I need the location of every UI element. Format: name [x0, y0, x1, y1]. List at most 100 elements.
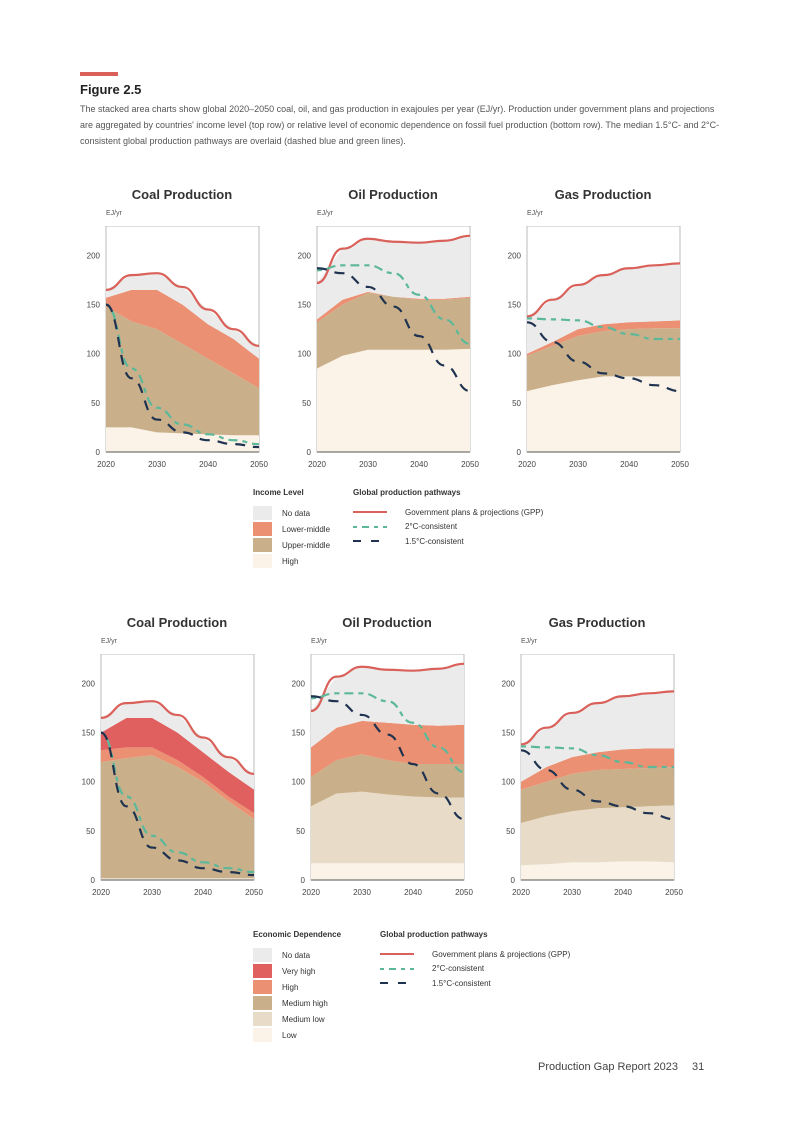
area-layer-high: [101, 747, 254, 820]
y-tick-label: 0: [96, 448, 101, 457]
y-axis-unit: EJ/yr: [527, 210, 543, 217]
y-tick-label: 100: [292, 778, 306, 787]
figure-caption: The stacked area charts show global 2020…: [80, 104, 720, 146]
stacked-area-chart: 0 50 100 150 200 2020 2030 2040 2050: [502, 654, 683, 897]
chart-title: Oil Production: [342, 615, 432, 630]
x-tick-label: 2050: [461, 460, 479, 469]
y-tick-label: 0: [91, 876, 96, 885]
x-tick-label: 2040: [410, 460, 428, 469]
y-axis-unit: EJ/yr: [311, 638, 327, 645]
y-tick-label: 150: [292, 729, 306, 738]
dependence-legend: Economic Dependence No data Very high Hi…: [253, 930, 341, 1043]
y-axis-unit: EJ/yr: [317, 210, 333, 217]
1-5c-pathway-line: [526, 321, 681, 393]
y-tick-label: 100: [502, 778, 516, 787]
x-tick-label: 2020: [518, 460, 536, 469]
x-tick-label: 2040: [620, 460, 638, 469]
stacked-area-chart: 0 50 100 150 200 2020 2030 2040 2050: [82, 654, 263, 897]
x-tick-label: 2020: [308, 460, 326, 469]
x-tick-label: 2040: [614, 888, 632, 897]
y-tick-label: 50: [506, 827, 515, 836]
area-layer-no-data: [311, 663, 464, 748]
1-5c-pathway-line: [310, 695, 465, 821]
2c-pathway-line: [526, 317, 680, 341]
legend-item: 1.5°C-consistent: [432, 978, 491, 988]
2c-pathway-line: [316, 264, 471, 346]
area-layer-medium-high: [311, 754, 464, 807]
y-tick-label: 0: [307, 448, 312, 457]
stacked-area-chart: 0 50 100 150 200 2020 2030 2040 2050: [298, 226, 479, 469]
area-layer-no-data: [527, 263, 680, 354]
x-tick-label: 2030: [563, 888, 581, 897]
gpp-line: [105, 272, 260, 347]
x-tick-label: 2030: [569, 460, 587, 469]
gpp-line: [526, 262, 681, 318]
legend-title: Income Level: [253, 488, 304, 497]
area-layer-lower-middle: [317, 291, 470, 323]
x-tick-label: 2020: [302, 888, 320, 897]
swatch: [253, 948, 272, 962]
legend-item: No data: [282, 950, 311, 960]
accent-bar: [80, 72, 118, 76]
area-layer-upper-middle: [106, 306, 259, 436]
y-tick-label: 100: [508, 350, 522, 359]
area-layer-high: [317, 348, 470, 452]
y-tick-label: 0: [301, 876, 306, 885]
stacked-area-chart: 0 50 100 150 200 2020 2030 2040 2050: [87, 226, 268, 469]
area-layer-lower-middle: [106, 289, 259, 389]
footer: Production Gap Report 2023 31: [538, 1061, 704, 1073]
y-tick-label: 200: [298, 251, 312, 260]
x-tick-label: 2030: [143, 888, 161, 897]
legend-item: Medium high: [282, 998, 328, 1008]
legend-item: Upper-middle: [282, 540, 331, 550]
stacked-area-chart: 0 50 100 150 200 2020 2030 2040 2050: [292, 654, 473, 897]
swatch: [253, 554, 272, 568]
y-tick-label: 150: [87, 301, 101, 310]
y-tick-label: 100: [87, 350, 101, 359]
chart-title: Gas Production: [554, 187, 652, 202]
x-tick-label: 2050: [245, 888, 263, 897]
x-tick-label: 2020: [512, 888, 530, 897]
x-tick-label: 2040: [404, 888, 422, 897]
y-tick-label: 200: [87, 251, 101, 260]
chart-title: Oil Production: [348, 187, 438, 202]
area-layer-medium-high: [101, 755, 254, 879]
legend-item: Medium low: [282, 1014, 325, 1024]
chart-title: Coal Production: [126, 615, 228, 630]
y-tick-label: 150: [298, 301, 312, 310]
swatch: [253, 964, 272, 978]
y-tick-label: 100: [82, 778, 96, 787]
y-tick-label: 0: [511, 876, 516, 885]
legend-title: Global production pathways: [380, 930, 488, 939]
x-tick-label: 2020: [97, 460, 115, 469]
x-tick-label: 2050: [665, 888, 683, 897]
legend-item: 1.5°C-consistent: [405, 536, 464, 546]
legend-item: Very high: [282, 966, 316, 976]
y-tick-label: 150: [82, 729, 96, 738]
pathways-legend-bottom: Global production pathways Government pl…: [380, 930, 570, 991]
legend-item: High: [282, 556, 299, 566]
1-5c-pathway-line: [105, 303, 260, 449]
x-tick-label: 2030: [353, 888, 371, 897]
gpp-line: [100, 700, 255, 775]
x-tick-label: 2050: [671, 460, 689, 469]
report-name: Production Gap Report 2023: [538, 1061, 679, 1073]
legend-item: Low: [282, 1030, 297, 1040]
area-layer-no-data: [106, 273, 259, 359]
y-tick-label: 200: [508, 251, 522, 260]
x-tick-label: 2020: [92, 888, 110, 897]
1-5c-pathway-line: [520, 749, 675, 821]
y-tick-label: 50: [302, 399, 311, 408]
y-tick-label: 150: [508, 301, 522, 310]
y-tick-label: 100: [298, 350, 312, 359]
page-number: 31: [692, 1061, 705, 1073]
chart-title: Gas Production: [548, 615, 646, 630]
swatch: [253, 506, 272, 520]
gpp-line: [310, 662, 465, 713]
swatch: [253, 538, 272, 552]
area-layer-lower-middle: [527, 320, 680, 356]
y-axis-unit: EJ/yr: [101, 638, 117, 645]
1-5c-pathway-line: [316, 267, 471, 393]
y-tick-label: 150: [502, 729, 516, 738]
